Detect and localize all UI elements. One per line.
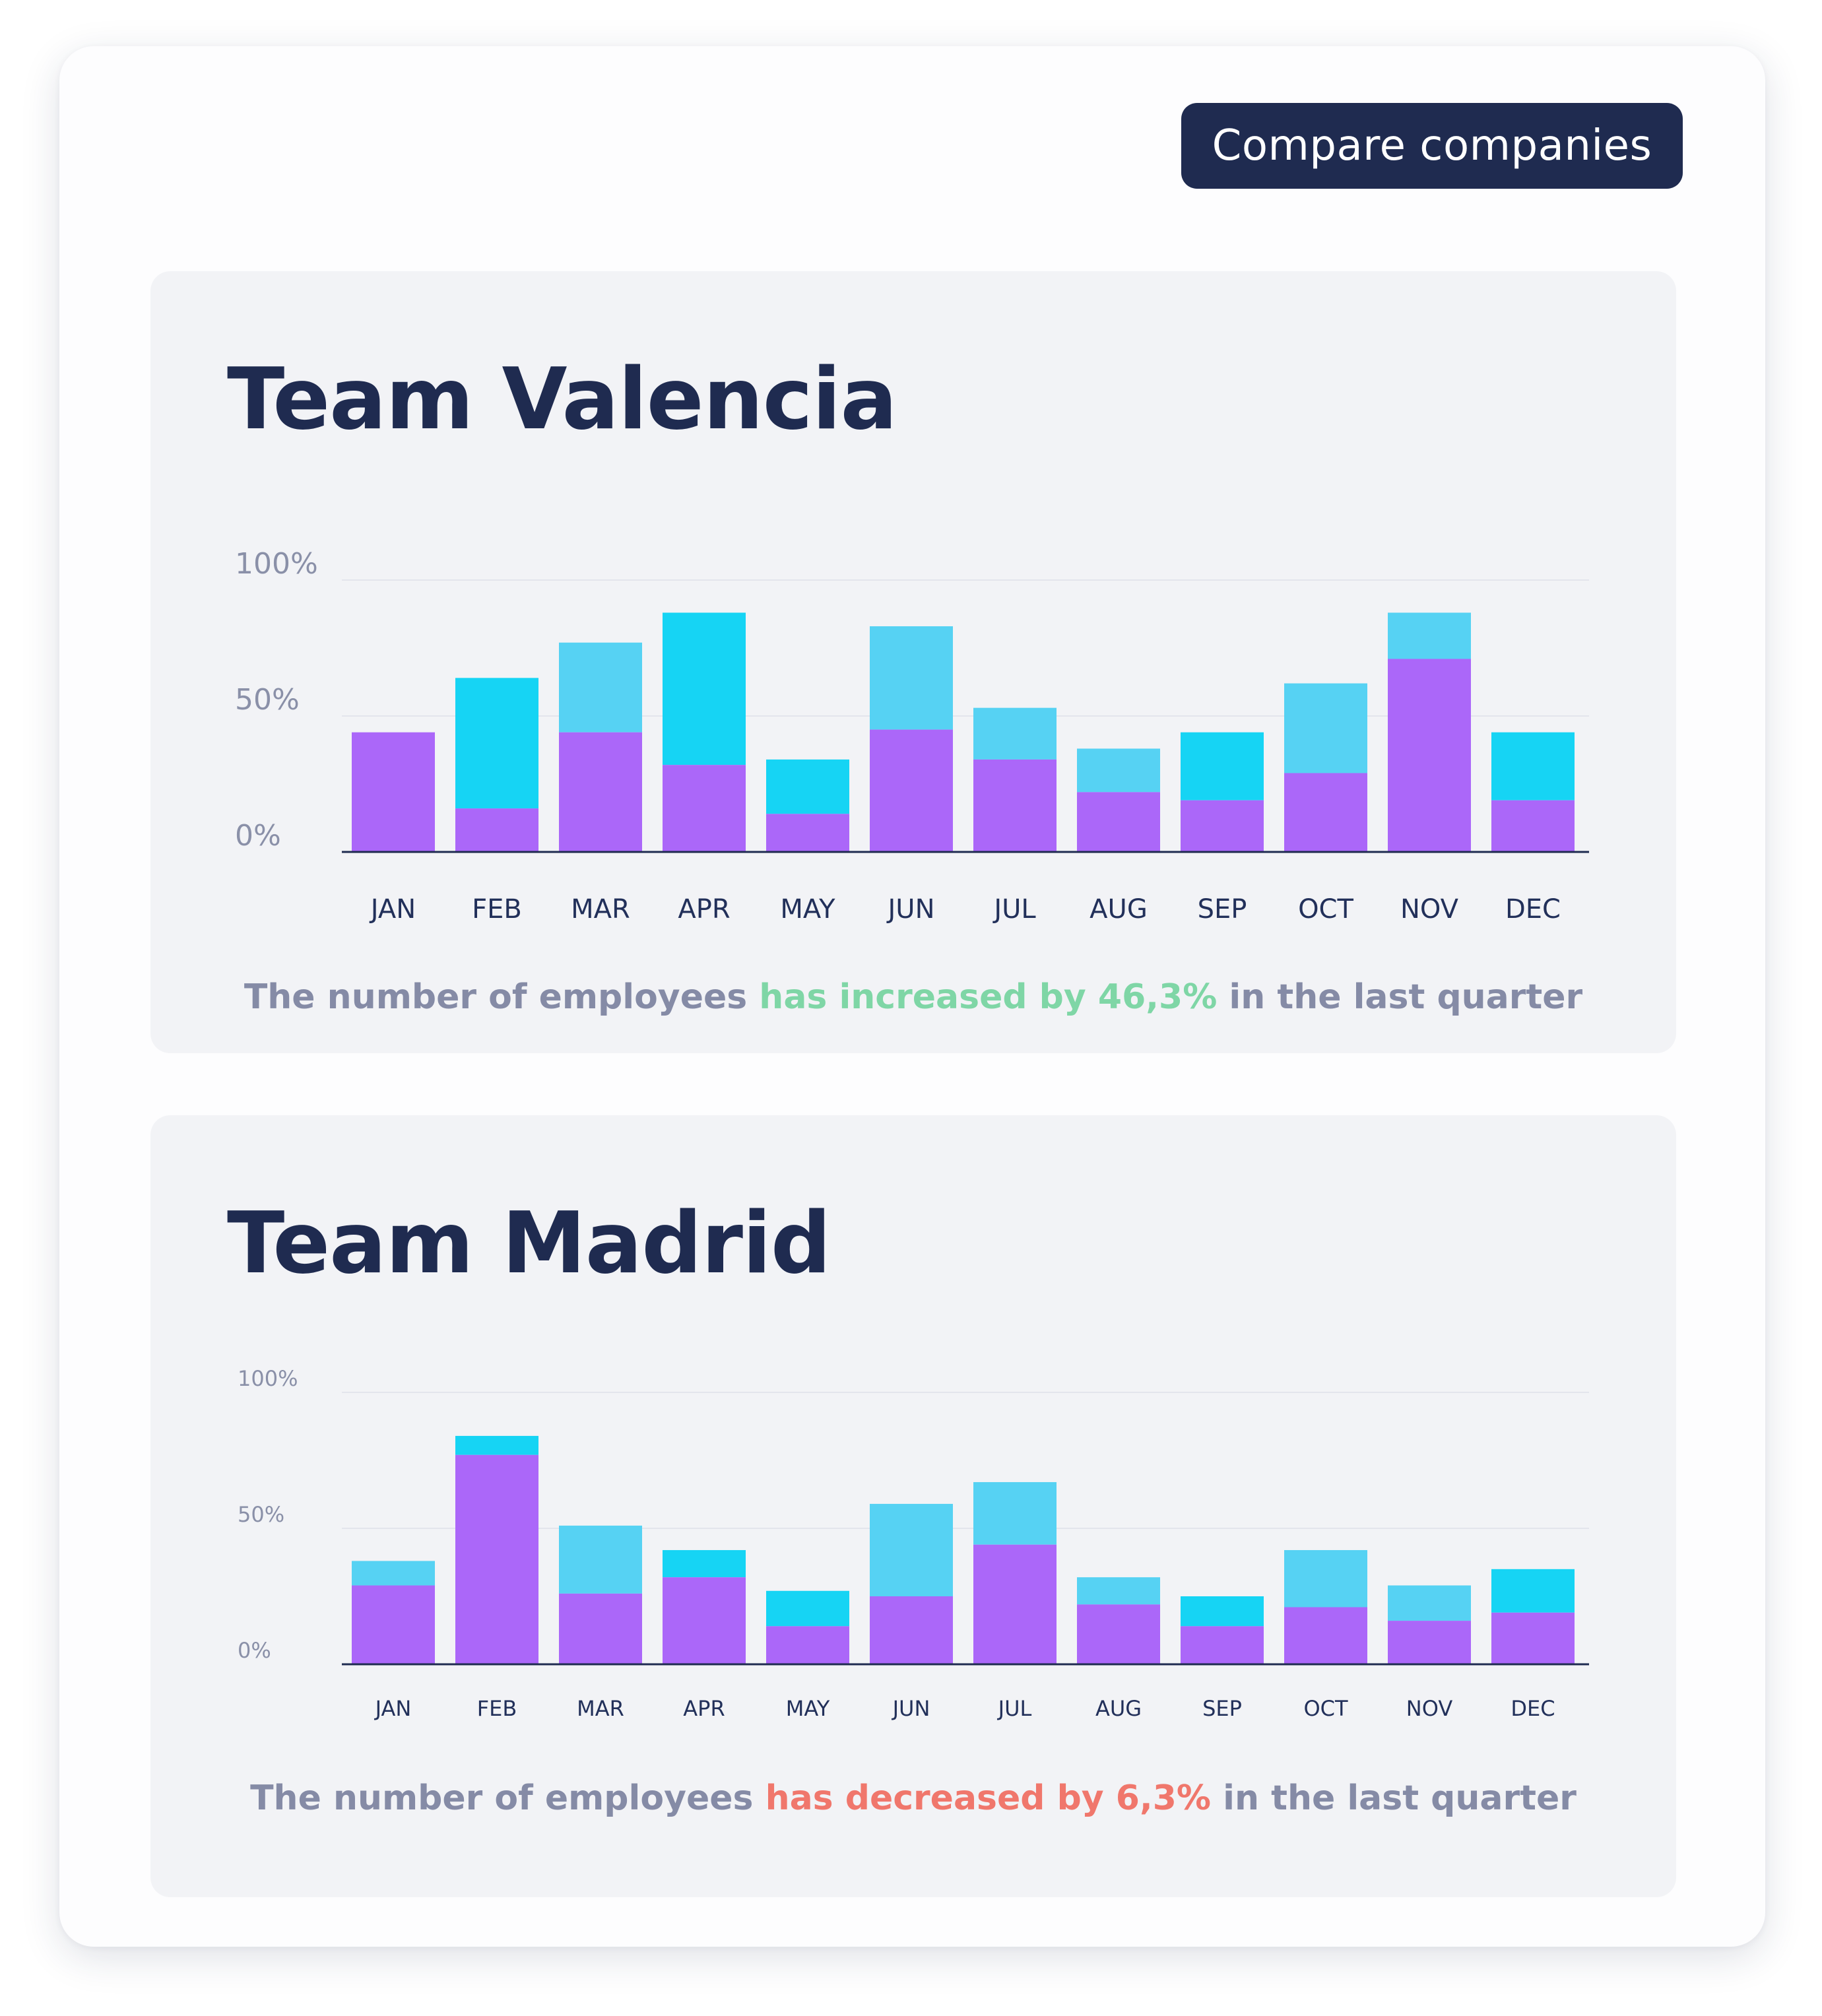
x-tick-label: AUG (1090, 894, 1148, 925)
summary-text: The number of employees has decreased by… (150, 1778, 1676, 1818)
bar-segment-primary (1284, 773, 1367, 852)
summary-suffix: in the last quarter (1217, 977, 1583, 1017)
summary-prefix: The number of employees (244, 977, 760, 1017)
bar-segment-secondary (1181, 732, 1264, 800)
bar-segment-secondary (766, 1590, 849, 1627)
bar-segment-secondary (1388, 612, 1471, 659)
summary-highlight-decrease: has decreased by 6,3% (765, 1778, 1212, 1818)
bar-segment-primary (352, 732, 435, 852)
x-tick-label: DEC (1511, 1696, 1555, 1721)
y-tick-label: 0% (238, 1638, 271, 1663)
bar-segment-secondary (352, 1561, 435, 1586)
bar-segment-secondary (1388, 1585, 1471, 1621)
team-valencia-chart: 100% 50% 0% JAN FEB MAR APR MAY JUN JUL AUG SEP OCT N… (235, 547, 1589, 925)
bar-segment-primary (1077, 792, 1160, 852)
bar-segment-primary (352, 1585, 435, 1664)
bar-segment-primary (1181, 800, 1264, 852)
x-tick-label: JAN (374, 1696, 412, 1721)
bar-segment-primary (559, 732, 642, 852)
team-madrid-panel: Team Madrid 100% 50% 0% JAN FEB MAR APR MAY JUN J… (150, 1115, 1676, 1897)
x-tick-label: APR (678, 894, 730, 925)
bar-segment-primary (455, 808, 538, 852)
bar-segment-primary (1491, 800, 1575, 852)
bar-segment-secondary (559, 1525, 642, 1594)
summary-suffix: in the last quarter (1211, 1778, 1577, 1818)
bar-segment-secondary (455, 1435, 538, 1455)
bar-segment-secondary (1491, 1569, 1575, 1613)
bar-segment-primary (663, 1577, 746, 1664)
bar-segment-primary (766, 814, 849, 852)
x-tick-label: JUL (992, 894, 1036, 925)
bar-segment-secondary (1077, 1577, 1160, 1605)
bar-segment-secondary (1284, 1549, 1367, 1608)
x-tick-label: APR (683, 1696, 725, 1721)
bar-segment-secondary (455, 678, 538, 809)
y-tick-label: 0% (235, 819, 281, 853)
summary-prefix: The number of employees (250, 1778, 765, 1818)
x-tick-label: MAR (571, 894, 630, 925)
y-tick-label: 100% (238, 1366, 298, 1391)
panel-title: Team Madrid (227, 1194, 831, 1293)
bar-segment-secondary (870, 1503, 953, 1596)
bar-segment-primary (1388, 659, 1471, 852)
bar-segment-primary (559, 1593, 642, 1664)
x-tick-label: NOV (1400, 894, 1459, 925)
summary-text: The number of employees has increased by… (150, 977, 1676, 1017)
x-tick-label: DEC (1505, 894, 1561, 925)
x-tick-label: MAR (577, 1696, 624, 1721)
bar-segment-primary (870, 729, 953, 852)
bar-segment-primary (1284, 1607, 1367, 1664)
panel-title: Team Valencia (227, 350, 897, 449)
x-tick-label: OCT (1303, 1696, 1348, 1721)
bar-segment-secondary (1284, 683, 1367, 773)
y-tick-label: 100% (235, 547, 318, 581)
bar-segment-primary (1181, 1626, 1264, 1664)
x-tick-label: OCT (1298, 894, 1353, 925)
bar-segment-secondary (663, 1549, 746, 1578)
bar-segment-primary (1077, 1604, 1160, 1664)
x-tick-label: JUN (886, 894, 935, 925)
x-tick-label: SEP (1202, 1696, 1242, 1721)
bar-segment-primary (766, 1626, 849, 1664)
bar-segment-primary (973, 1544, 1057, 1664)
x-tick-label: MAY (780, 894, 835, 925)
x-tick-label: AUG (1095, 1696, 1142, 1721)
bar-segment-primary (1388, 1621, 1471, 1664)
compare-companies-button[interactable]: Compare companies (1181, 103, 1683, 189)
bar-segment-primary (1491, 1612, 1575, 1664)
bar-segment-secondary (1181, 1596, 1264, 1627)
bar-segment-primary (455, 1454, 538, 1664)
x-tick-label: JUN (892, 1696, 930, 1721)
x-tick-label: JAN (369, 894, 416, 925)
bar-segment-secondary (973, 1481, 1057, 1545)
x-tick-label: JUL (997, 1696, 1032, 1721)
bar-segment-secondary (1077, 748, 1160, 793)
bar-segment-secondary (663, 612, 746, 765)
x-tick-label: MAY (786, 1696, 830, 1721)
team-valencia-panel: Team Valencia 100% 50% 0% JAN FEB MAR APR MAY JU… (150, 271, 1676, 1053)
team-madrid-chart: 100% 50% 0% JAN FEB MAR APR MAY JUN JUL AUG SEP OCT N… (238, 1366, 1589, 1721)
bar-segment-secondary (870, 626, 953, 730)
bar-segment-primary (870, 1596, 953, 1664)
y-tick-label: 50% (238, 1502, 284, 1527)
bar-segment-secondary (766, 759, 849, 814)
x-tick-label: FEB (477, 1696, 517, 1721)
bar-segment-secondary (1491, 732, 1575, 800)
bar-segment-primary (973, 759, 1057, 852)
x-tick-label: SEP (1198, 894, 1247, 925)
summary-highlight-increase: has increased by 46,3% (759, 977, 1218, 1017)
bar-segment-secondary (559, 642, 642, 732)
y-tick-label: 50% (235, 683, 300, 717)
x-tick-label: NOV (1406, 1696, 1453, 1721)
x-tick-label: FEB (472, 894, 522, 925)
bar-segment-secondary (973, 707, 1057, 760)
bar-segment-primary (663, 765, 746, 852)
